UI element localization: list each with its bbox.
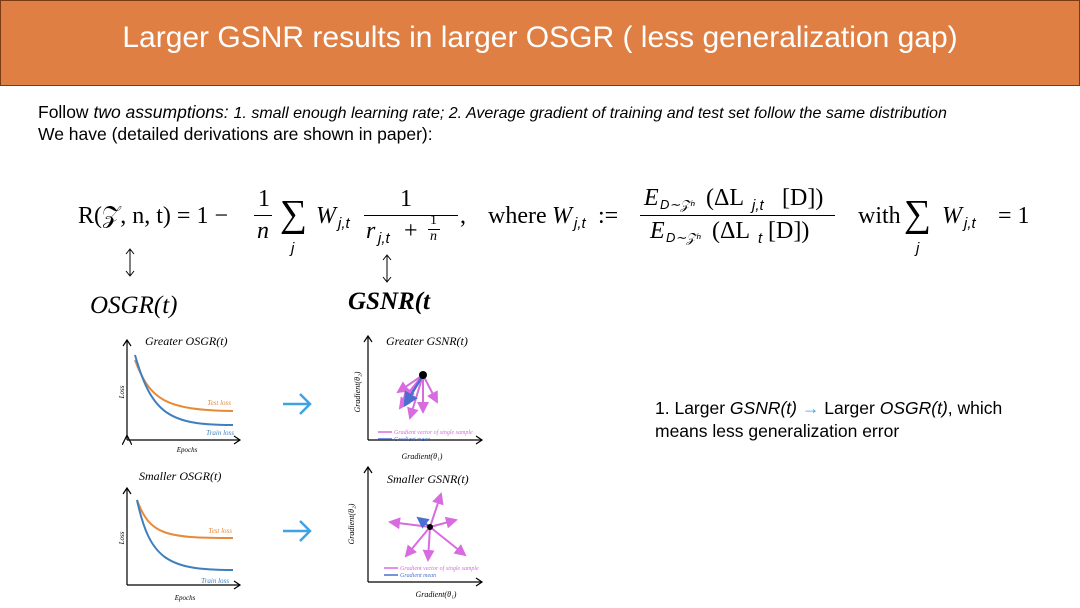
y-label: Gradient(θ₂) — [353, 371, 362, 412]
weight-sub: j,t — [338, 215, 350, 232]
sum-rhs: = 1 — [998, 203, 1030, 229]
legend-entry: Gradient vector of single sample — [400, 565, 479, 572]
x-label: Epochs — [176, 446, 198, 454]
double-arrow — [382, 254, 392, 283]
text: 1. small enough learning rate; 2. Averag… — [233, 105, 947, 122]
num-rest: (ΔL — [706, 185, 745, 211]
den: E — [650, 218, 665, 244]
legend-entry: Test loss — [207, 399, 231, 407]
frac-den-sub: j,t — [378, 230, 390, 247]
text: , which — [947, 398, 1003, 418]
frac-bar — [428, 229, 440, 230]
panel-title: Greater GSNR(t) — [386, 334, 468, 348]
gradient-mean — [403, 374, 425, 408]
frac-den-rest: + — [404, 218, 418, 244]
slide-title: Larger GSNR results in larger OSGR ( les… — [122, 21, 958, 54]
test-loss-curve — [136, 499, 234, 539]
note-line: means less generalization error — [655, 421, 900, 441]
panel-title: Greater OSGR(t) — [145, 334, 228, 348]
emphasis: two assumptions: — [93, 102, 229, 122]
y-label: Loss — [118, 531, 126, 545]
sample-gradients — [388, 374, 467, 562]
small-num: 1 — [430, 213, 437, 228]
transition-arrow — [283, 393, 312, 542]
frac-num: 1 — [258, 186, 270, 212]
formula-lhs: R(𝒵, n, t) = 1 − — [78, 203, 228, 229]
text: Larger — [824, 398, 875, 418]
sum-index: j — [916, 240, 920, 257]
x-label: Epochs — [174, 594, 196, 602]
den-rest: (ΔL — [712, 218, 751, 244]
gsnr-label: GSNR(t — [348, 288, 431, 315]
with: with — [858, 203, 901, 229]
osgr-label: OSGR(t) — [90, 292, 177, 319]
intro-line: Follow two assumptions: 1. small enough … — [38, 102, 947, 123]
legend-entry: Gradient vector of single sample — [394, 429, 473, 436]
sum: ∑ — [904, 193, 932, 235]
text: OSGR(t) — [879, 398, 948, 418]
legend-entry: Train loss — [206, 429, 234, 437]
arrow: → — [801, 398, 820, 418]
intro-line: We have (detailed derivations are shown … — [38, 124, 433, 144]
num-sub: D∼𝒵ⁿ — [660, 197, 695, 212]
frac-den: n — [257, 218, 269, 244]
text: GSNR(t) — [729, 398, 797, 418]
legend-entry: Train loss — [201, 577, 229, 585]
origin-dot — [427, 524, 433, 530]
sum: ∑ — [280, 193, 308, 235]
header-bar: Larger GSNR results in larger OSGR ( les… — [0, 0, 1080, 86]
frac-bar — [254, 215, 272, 216]
panel-title: Smaller OSGR(t) — [139, 469, 221, 483]
y-label: Loss — [118, 385, 126, 399]
double-arrow — [125, 248, 135, 277]
note-line: 1. Larger GSNR(t) → Larger OSGR(t), whic… — [655, 398, 1002, 419]
text: 1. Larger — [655, 398, 726, 418]
def-op: := — [598, 203, 619, 229]
where: where — [488, 203, 547, 229]
frac-den: r — [366, 218, 376, 244]
comma: , — [460, 203, 466, 229]
sum-index: j — [291, 240, 295, 257]
sum-term-sub: j,t — [964, 215, 976, 232]
den-rest-sub: t — [758, 230, 763, 247]
legend-entry: Gradient mean — [400, 573, 436, 579]
train-loss-curve — [134, 354, 234, 426]
x-label: Gradient(θ₁) — [416, 590, 457, 599]
small-den: n — [430, 229, 437, 244]
frac-bar — [640, 215, 835, 216]
legend-entry: Gradient mean — [394, 437, 430, 443]
den-end: [D]) — [768, 218, 810, 244]
origin-dot — [419, 371, 427, 379]
frac-num: 1 — [400, 186, 412, 212]
sum-term: W — [942, 203, 962, 229]
y-label: Gradient(θ₂) — [347, 503, 356, 544]
legend-swatch — [378, 431, 398, 576]
x-label: Gradient(θ₁) — [402, 452, 443, 461]
def-lhs: W — [552, 203, 572, 229]
num-end: [D]) — [782, 185, 824, 211]
train-loss-curve — [136, 499, 234, 571]
weight: W — [316, 203, 336, 229]
def-lhs-sub: j,t — [574, 215, 586, 232]
num-rest-sub: j,t — [752, 197, 764, 214]
frac-bar — [364, 215, 458, 216]
text: Follow — [38, 102, 89, 122]
legend-entry: Test loss — [208, 527, 232, 535]
den-sub: D∼𝒵ⁿ — [666, 230, 701, 245]
num: E — [644, 185, 659, 211]
panel-title: Smaller GSNR(t) — [387, 472, 469, 486]
axes — [123, 334, 484, 590]
